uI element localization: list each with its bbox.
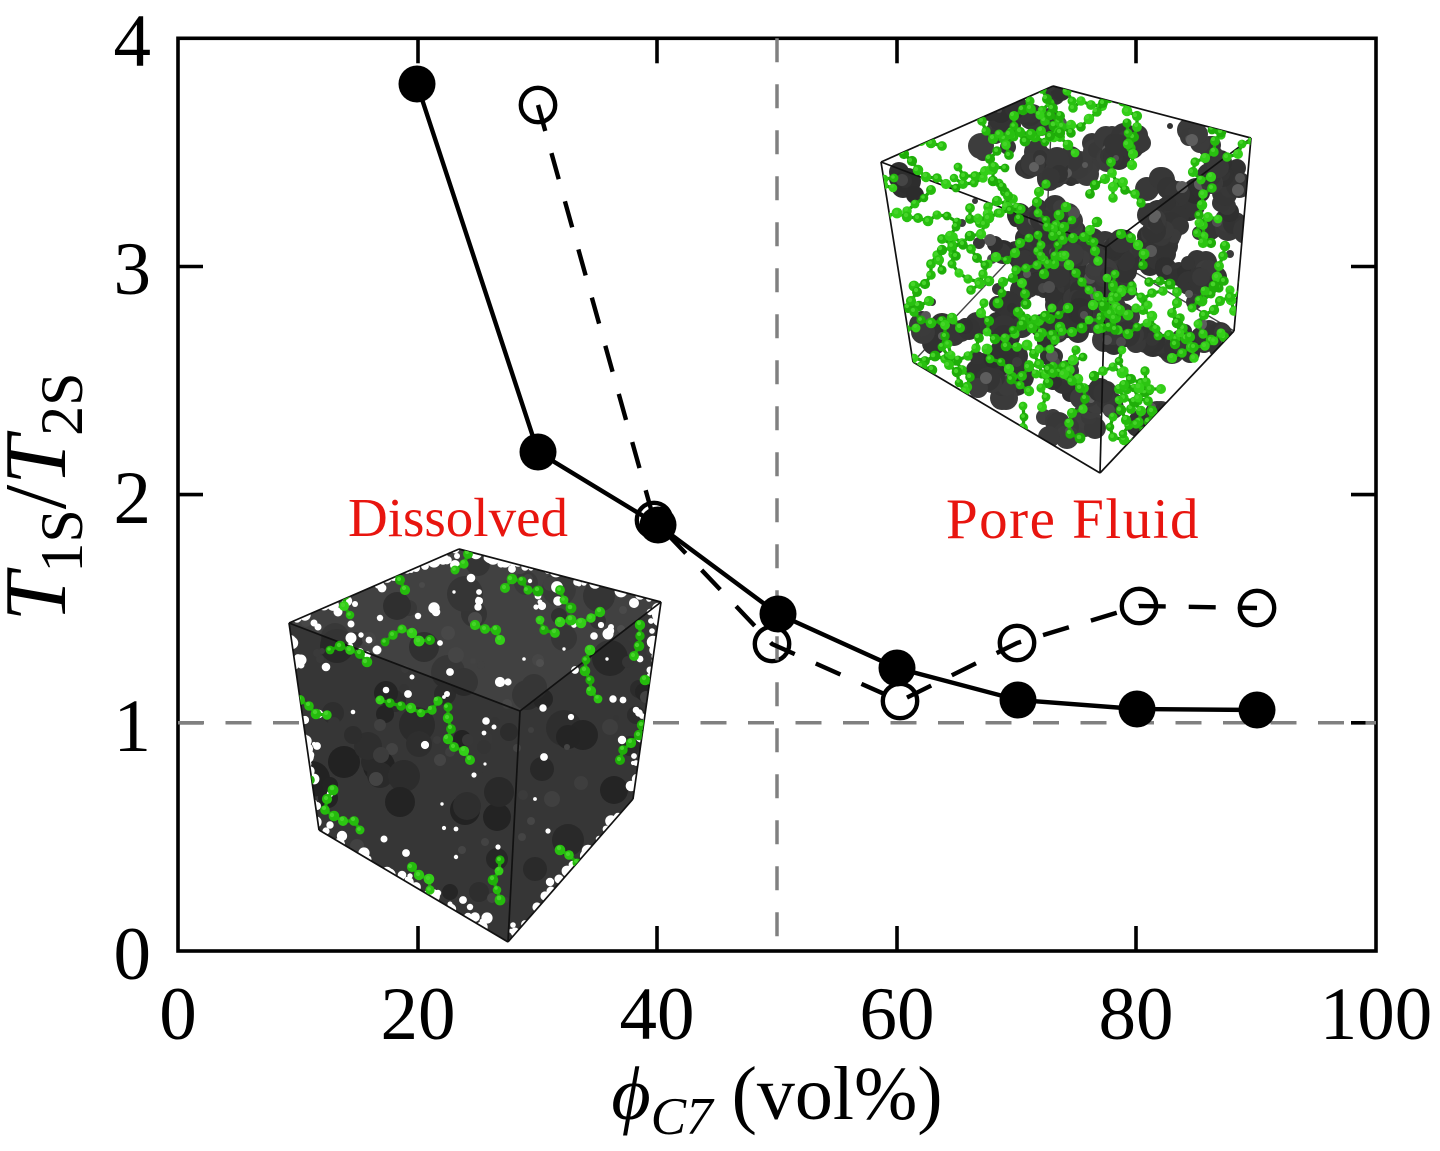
svg-text:Pore Fluid: Pore Fluid [946, 488, 1200, 551]
svg-text:2: 2 [114, 457, 152, 540]
svg-text:Dissolved: Dissolved [348, 487, 568, 548]
svg-text:ϕC7 (vol%): ϕC7 (vol%) [611, 1052, 942, 1146]
svg-text:1: 1 [114, 685, 152, 768]
svg-text:20: 20 [381, 973, 456, 1056]
svg-text:40: 40 [620, 973, 695, 1056]
svg-text:80: 80 [1099, 973, 1174, 1056]
svg-text:T1S/T2S: T1S/T2S [0, 372, 95, 621]
svg-text:60: 60 [860, 973, 935, 1056]
svg-text:100: 100 [1320, 973, 1433, 1056]
svg-text:0: 0 [159, 973, 197, 1056]
svg-text:4: 4 [114, 0, 152, 83]
svg-text:3: 3 [114, 228, 152, 311]
svg-text:0: 0 [114, 913, 152, 996]
